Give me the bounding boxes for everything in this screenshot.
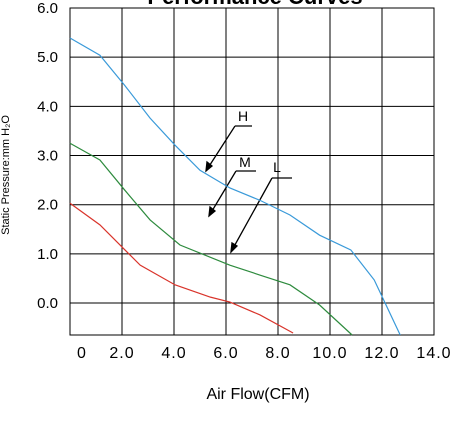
annotation-arrows — [205, 125, 292, 254]
x-tick-label: 12.0 — [364, 345, 399, 362]
curve — [69, 202, 294, 334]
arrowhead — [205, 160, 214, 173]
x-tick-label: 10.0 — [312, 345, 347, 362]
y-tick-label: 4.0 — [37, 98, 58, 115]
y-tick-label: 5.0 — [37, 49, 58, 66]
series-label: L — [273, 159, 281, 175]
y-tick-label: 6.0 — [37, 0, 58, 17]
series-label: H — [238, 108, 248, 124]
arrowhead — [208, 205, 217, 218]
y-axis-label: Static Pressure:mm H₂O — [0, 115, 12, 235]
chart-title: Performance Curves — [147, 0, 362, 9]
x-tick-label: 2.0 — [109, 345, 134, 362]
x-tick-label: 6.0 — [213, 345, 238, 362]
arrow-h — [205, 125, 252, 172]
x-tick-label: 8.0 — [265, 345, 290, 362]
y-tick-label: 2.0 — [37, 197, 58, 214]
x-tick-label: 4.0 — [161, 345, 186, 362]
x-tick-label: 0 — [77, 345, 87, 362]
y-tick-label: 3.0 — [37, 148, 58, 165]
x-axis-label: Air Flow(CFM) — [206, 386, 309, 403]
y-tick-label: 1.0 — [37, 246, 58, 263]
y-tick-label: 0.0 — [37, 295, 58, 312]
curve — [69, 37, 401, 336]
arrowhead — [230, 241, 239, 254]
curve — [69, 142, 353, 336]
arrow-l — [230, 177, 292, 253]
x-tick-label: 14.0 — [416, 345, 451, 362]
arrow-m — [208, 170, 256, 217]
series-label: M — [239, 154, 251, 170]
